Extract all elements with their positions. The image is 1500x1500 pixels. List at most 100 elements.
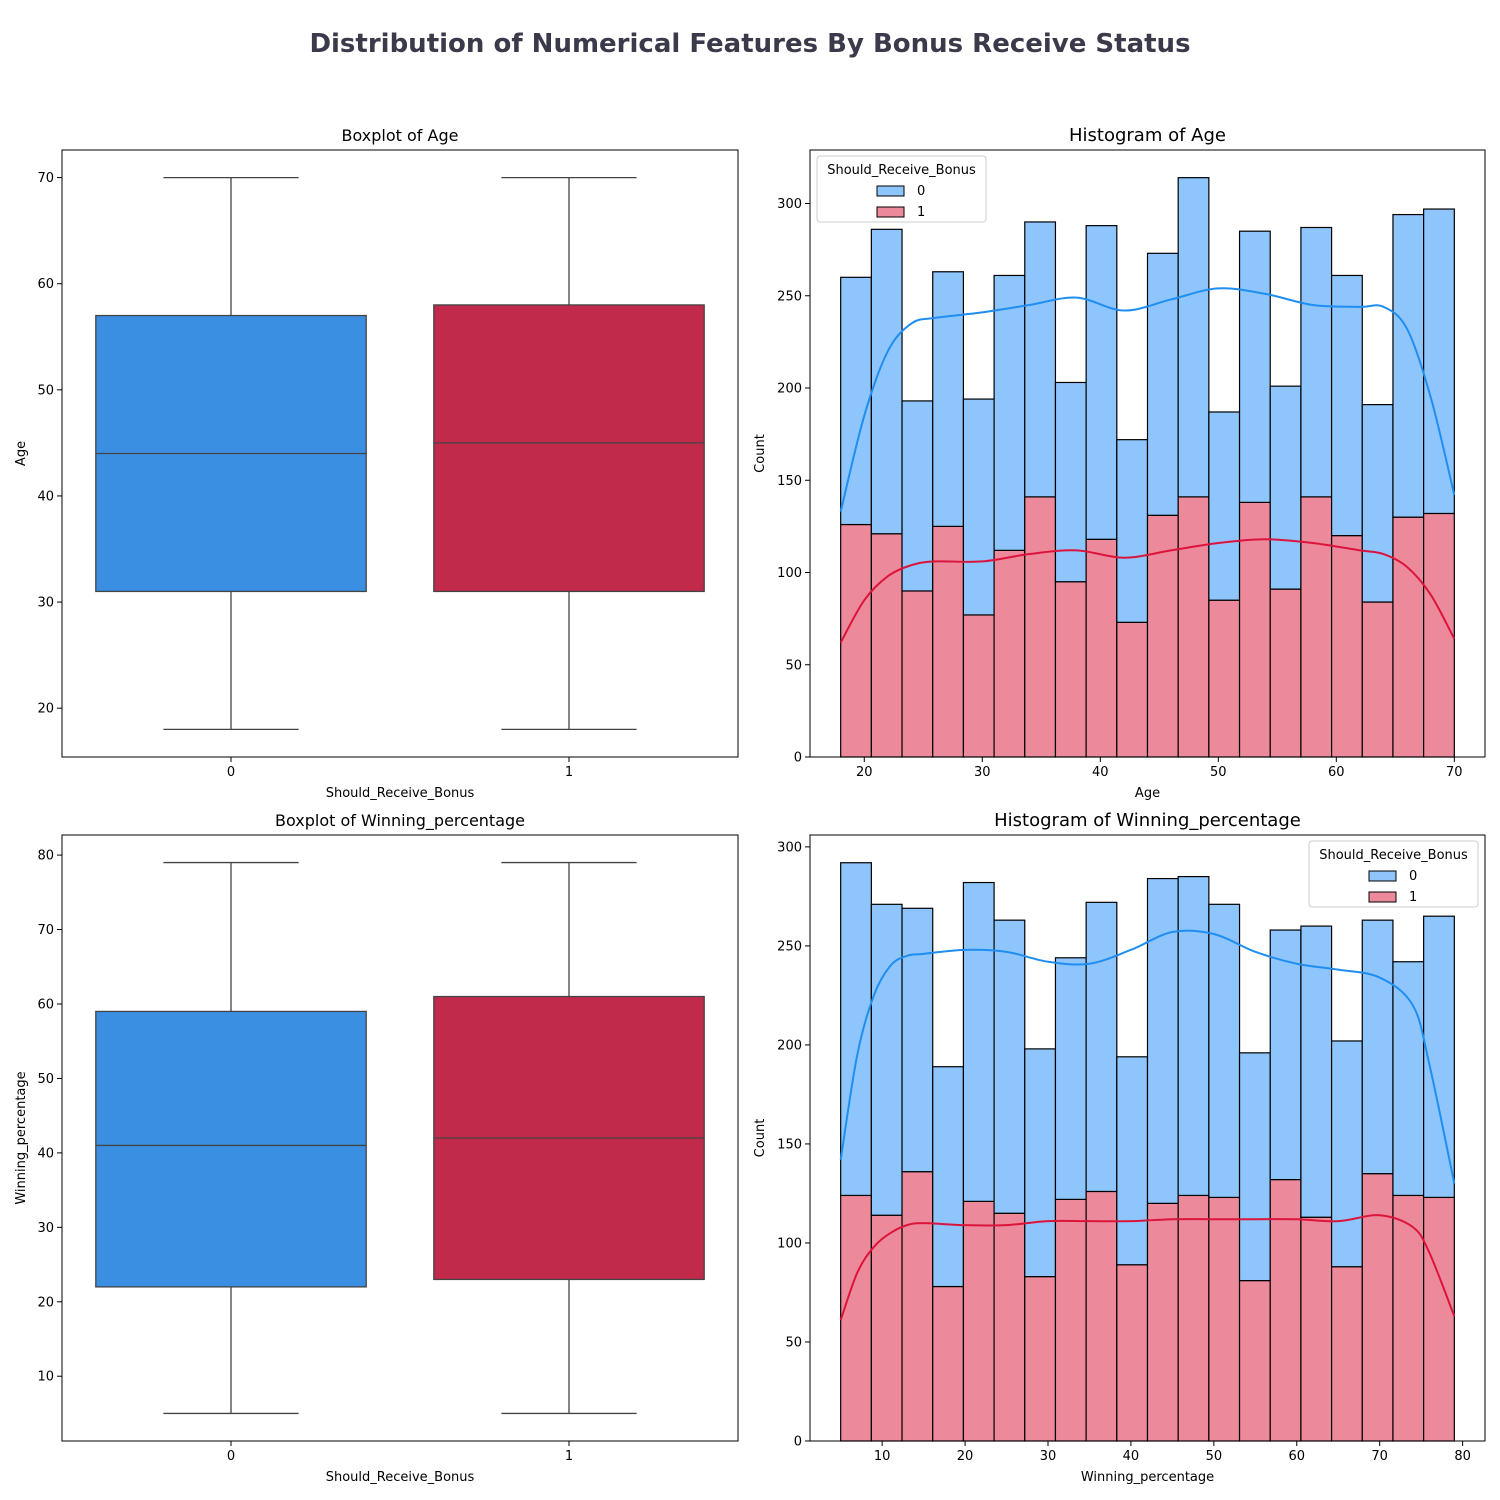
bar-class-0 [1085, 225, 1118, 540]
bar-class-1 [1146, 1202, 1179, 1442]
bar-class-1 [840, 523, 872, 758]
y-tick-label: 70 [37, 923, 54, 938]
x-tick-label: 30 [1040, 1449, 1057, 1464]
bar-class-0 [1330, 274, 1363, 537]
bar-class-0 [1361, 404, 1394, 603]
bar-class-0 [1361, 919, 1394, 1175]
bar-class-0 [1269, 929, 1302, 1181]
y-tick-label: 250 [777, 939, 802, 954]
x-tick-label: 1 [565, 1449, 573, 1464]
y-tick-label: 40 [37, 1146, 54, 1161]
x-axis-label: Should_Receive_Bonus [326, 1470, 475, 1485]
bar-class-0 [1177, 875, 1210, 1197]
y-tick-label: 150 [777, 1137, 802, 1152]
x-tick-label: 80 [1454, 1449, 1471, 1464]
y-tick-label: 20 [37, 1295, 54, 1310]
x-tick-label: 20 [957, 1449, 974, 1464]
bar-class-0 [962, 398, 995, 616]
panel-title: Histogram of Winning_percentage [994, 810, 1301, 831]
histogram-panel-1: Histogram of AgeAgeCount0501001502002503… [753, 125, 1486, 801]
bar-class-1 [962, 1200, 995, 1442]
y-tick-label: 20 [37, 702, 54, 717]
y-tick-label: 100 [777, 566, 802, 581]
bar-class-1 [870, 1214, 903, 1442]
bar-class-1 [932, 1285, 965, 1442]
bar-class-1 [1146, 514, 1179, 758]
legend-label-1: 1 [917, 205, 925, 220]
y-axis-label: Count [753, 434, 768, 473]
iqr-box [433, 304, 705, 593]
x-tick-label: 20 [856, 765, 873, 780]
bar-class-1 [901, 1171, 934, 1442]
x-tick-label: 60 [1288, 1449, 1305, 1464]
x-axis-label: Should_Receive_Bonus [326, 786, 475, 801]
y-tick-label: 40 [37, 489, 54, 504]
x-tick-label: 50 [1206, 1449, 1223, 1464]
box-1 [433, 861, 705, 1415]
x-tick-label: 0 [227, 765, 235, 780]
panel-title: Boxplot of Winning_percentage [275, 811, 525, 831]
bar-class-1 [1423, 512, 1455, 758]
bar-class-0 [1423, 208, 1455, 515]
x-tick-label: 70 [1371, 1449, 1388, 1464]
bar-class-1 [1054, 1198, 1087, 1442]
bar-class-1 [1054, 581, 1087, 758]
y-tick-label: 100 [777, 1236, 802, 1251]
y-tick-label: 10 [37, 1370, 54, 1385]
bar-class-0 [993, 274, 1026, 551]
boxplot-panel-0: Boxplot of Age Should_Receive_Bonus Age 20 3… [14, 126, 739, 801]
panel-title: Boxplot of Age [342, 126, 459, 145]
y-tick-label: 30 [37, 596, 54, 611]
legend: Should_Receive_Bonus 0 1 [1308, 840, 1479, 908]
bar-class-0 [1238, 230, 1271, 503]
x-tick-label: 40 [1092, 765, 1109, 780]
x-tick-label: 70 [1446, 765, 1463, 780]
y-tick-label: 50 [37, 383, 54, 398]
legend-label-1: 1 [1409, 890, 1417, 905]
kde-line-0 [839, 287, 1456, 512]
bar-class-1 [1177, 496, 1210, 758]
histogram-panel-3: Histogram of Winning_percentage Winning_p… [753, 810, 1486, 1485]
y-tick-label: 150 [777, 474, 802, 489]
box-0 [95, 176, 367, 731]
kde-line-1 [839, 538, 1456, 644]
bar-class-1 [1024, 496, 1057, 758]
bar-class-1 [993, 549, 1026, 758]
y-tick-label: 250 [777, 289, 802, 304]
bar-class-0 [1330, 1040, 1363, 1268]
x-tick-label: 40 [1123, 1449, 1140, 1464]
bar-class-0 [1177, 177, 1210, 498]
legend-label-0: 0 [917, 184, 925, 199]
bar-class-0 [901, 907, 934, 1173]
legend: Should_Receive_Bonus 0 1 [816, 155, 987, 223]
bar-class-0 [932, 1066, 965, 1288]
bar-class-1 [1116, 1264, 1149, 1442]
bar-class-0 [1423, 915, 1455, 1199]
y-tick-label: 30 [37, 1221, 54, 1236]
y-axis-label: Age [14, 441, 29, 466]
legend-title: Should_Receive_Bonus [827, 163, 976, 178]
bar-class-1 [1024, 1276, 1057, 1442]
bar-class-1 [1300, 496, 1333, 758]
bar-class-1 [901, 590, 934, 758]
x-tick-label: 30 [974, 765, 991, 780]
bar-class-1 [1361, 1173, 1394, 1442]
bar-class-1 [1269, 588, 1302, 758]
bar-class-0 [1085, 901, 1118, 1193]
y-tick-label: 50 [785, 1335, 802, 1350]
y-tick-label: 70 [37, 171, 54, 186]
bar-class-1 [962, 614, 995, 758]
bar-class-0 [1208, 903, 1241, 1199]
y-tick-label: 80 [37, 849, 54, 864]
bar-class-0 [1146, 252, 1179, 516]
bar-class-1 [1238, 1279, 1271, 1442]
bar-class-1 [1300, 1216, 1333, 1442]
kde-line-1 [839, 1214, 1456, 1321]
x-tick-label: 1 [565, 765, 573, 780]
bar-class-1 [1330, 1266, 1363, 1442]
bar-class-1 [870, 533, 903, 758]
kde-line-0 [839, 929, 1456, 1184]
bar-class-0 [1146, 877, 1179, 1204]
x-tick-label: 60 [1328, 765, 1345, 780]
